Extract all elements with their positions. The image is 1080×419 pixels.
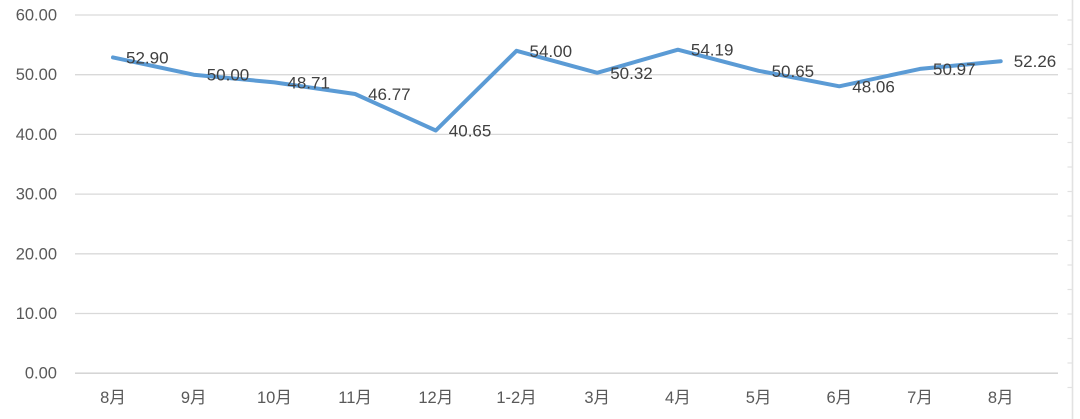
data-point-label: 50.32 bbox=[610, 64, 653, 83]
x-axis-category-label: 9月 bbox=[181, 389, 207, 407]
x-axis-category-label: 1-2月 bbox=[496, 389, 536, 407]
data-point-label: 52.90 bbox=[126, 48, 169, 67]
y-axis-tick-label: 20.00 bbox=[16, 245, 57, 263]
x-axis-category-label: 12月 bbox=[418, 389, 453, 407]
x-axis-category-label: 6月 bbox=[826, 389, 852, 407]
data-point-label: 54.00 bbox=[530, 42, 573, 61]
data-point-label: 52.26 bbox=[1014, 52, 1057, 71]
x-axis-category-label: 8月 bbox=[100, 389, 126, 407]
data-point-label: 48.71 bbox=[287, 73, 330, 92]
y-axis-tick-label: 10.00 bbox=[16, 305, 57, 323]
data-point-label: 48.06 bbox=[852, 77, 895, 96]
x-axis-category-label: 8月 bbox=[988, 389, 1014, 407]
data-point-label: 54.19 bbox=[691, 41, 734, 60]
data-point-label: 50.65 bbox=[772, 62, 815, 81]
x-axis-category-label: 11月 bbox=[338, 389, 372, 407]
y-axis-tick-label: 0.00 bbox=[25, 365, 57, 383]
data-point-label: 40.65 bbox=[449, 122, 492, 141]
data-point-label: 50.00 bbox=[207, 66, 250, 85]
y-axis-tick-label: 50.00 bbox=[16, 66, 57, 84]
x-axis-category-label: 4月 bbox=[665, 389, 691, 407]
y-axis-tick-label: 60.00 bbox=[16, 7, 57, 25]
x-axis-category-label: 5月 bbox=[746, 389, 772, 407]
data-point-label: 50.97 bbox=[933, 60, 976, 79]
x-axis-category-label: 7月 bbox=[907, 389, 933, 407]
x-axis-category-label: 3月 bbox=[584, 389, 610, 407]
y-axis-tick-label: 40.00 bbox=[16, 126, 57, 144]
y-axis-tick-label: 30.00 bbox=[16, 186, 57, 204]
data-point-label: 46.77 bbox=[368, 85, 411, 104]
x-axis-category-label: 10月 bbox=[257, 389, 292, 407]
data-series-line bbox=[111, 47, 1003, 133]
